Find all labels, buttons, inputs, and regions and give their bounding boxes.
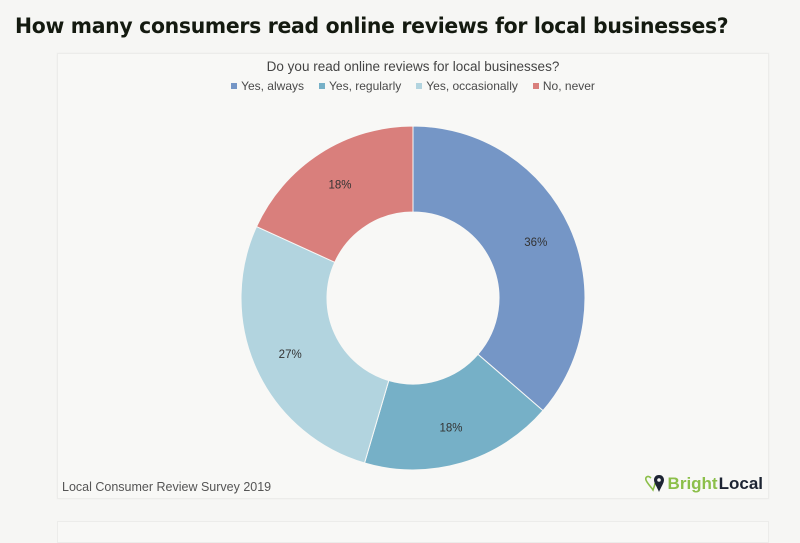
legend-item-no-never[interactable]: No, never	[532, 79, 595, 93]
slice-value-label: 18%	[440, 423, 463, 435]
slice-value-label: 36%	[524, 237, 547, 249]
legend-label: Yes, always	[241, 79, 304, 93]
legend-swatch	[319, 83, 325, 89]
slice-yes-regularly[interactable]	[363, 353, 544, 471]
map-pin-heart-icon	[644, 475, 664, 492]
donut-chart: 36% 18% 27% 18%	[240, 125, 586, 471]
legend-item-yes-occasionally[interactable]: Yes, occasionally	[416, 79, 518, 93]
chart-title: Do you read online reviews for local bus…	[266, 59, 560, 74]
logo-text-bright: Bright	[667, 474, 718, 493]
source-caption: Local Consumer Review Survey 2019	[62, 480, 272, 494]
legend-label: Yes, occasionally	[426, 79, 518, 93]
next-chart-card	[57, 521, 769, 543]
chart-legend: Yes, always Yes, regularly Yes, occasion…	[58, 79, 768, 93]
logo-text-local: Local	[718, 474, 763, 493]
chart-card: Do you read online reviews for local bus…	[57, 53, 769, 499]
legend-label: Yes, regularly	[329, 79, 402, 93]
slice-value-label: 18%	[328, 179, 351, 191]
legend-swatch	[231, 83, 238, 89]
page-title: How many consumers read online reviews f…	[15, 14, 729, 38]
legend-swatch	[532, 83, 539, 89]
brightlocal-logo: Bright Local	[644, 474, 763, 494]
legend-swatch	[416, 83, 423, 89]
legend-label: No, never	[542, 79, 595, 93]
slice-value-label: 27%	[279, 349, 302, 361]
slice-no-never[interactable]	[255, 125, 414, 263]
legend-item-yes-regularly[interactable]: Yes, regularly	[319, 79, 401, 93]
slice-yes-occasionally[interactable]	[240, 225, 390, 464]
legend-item-yes-always[interactable]: Yes, always	[231, 79, 304, 93]
slice-yes-always[interactable]	[412, 125, 586, 412]
